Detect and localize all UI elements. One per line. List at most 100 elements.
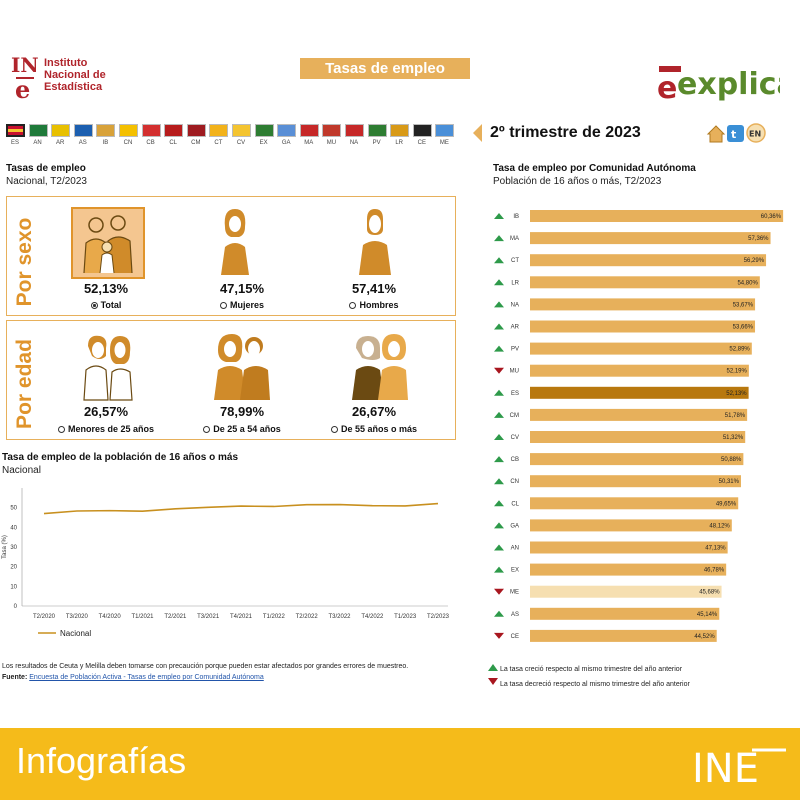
flag-na-icon[interactable] (345, 124, 364, 137)
bar-mu[interactable] (530, 364, 749, 377)
home-icon[interactable] (706, 125, 726, 143)
flag-as-icon[interactable] (73, 124, 93, 137)
twitter-icon[interactable]: t (727, 125, 744, 142)
bar-an[interactable] (530, 541, 728, 554)
flag-code-na[interactable]: NA (349, 140, 359, 146)
radio-women[interactable]: Mujeres (167, 300, 317, 310)
language-en-icon[interactable]: EN (746, 123, 766, 143)
flag-es-icon[interactable] (6, 124, 25, 137)
bar-me[interactable] (530, 585, 722, 598)
bar-cl[interactable] (530, 497, 739, 510)
flag-ga-icon[interactable] (277, 124, 297, 137)
flag-ma-icon[interactable] (299, 124, 319, 137)
flag-mu-icon[interactable] (322, 124, 342, 137)
bar-cv[interactable] (530, 431, 746, 443)
bar-lr[interactable] (530, 276, 760, 289)
bar-na[interactable] (530, 298, 756, 311)
flag-code-mu[interactable]: MU (326, 140, 337, 146)
bar-ce[interactable] (530, 629, 717, 642)
flag-code-an[interactable]: AN (33, 140, 42, 146)
young-people-icon[interactable] (78, 332, 138, 402)
flag-ce-icon[interactable] (412, 124, 432, 137)
flag-code-ma[interactable]: MA (304, 140, 314, 146)
radio-55plus[interactable]: De 55 años o más (299, 424, 449, 434)
flag-cl-icon[interactable] (164, 124, 184, 137)
bar-ma[interactable] (530, 232, 771, 245)
radio-men-dot[interactable] (349, 302, 357, 309)
flag-code-pv[interactable]: PV (372, 140, 381, 146)
flag-code-es[interactable]: ES (10, 140, 19, 146)
line-chart-title: Tasa de empleo de la población de 16 año… (2, 452, 239, 463)
period-arrow-icon[interactable] (473, 124, 482, 142)
ine-logo[interactable]: IN e Instituto Nacional de Estadística (10, 52, 130, 108)
radio-25to54[interactable]: De 25 a 54 años (167, 424, 317, 434)
seniors-icon[interactable] (350, 332, 410, 402)
man-icon[interactable] (355, 207, 395, 277)
source-link[interactable]: Encuesta de Población Activa - Tasas de … (29, 674, 264, 681)
flag-code-me[interactable]: ME (439, 140, 449, 146)
footer-ine-logo[interactable]: INE (692, 738, 790, 790)
flag-code-cv[interactable]: CV (236, 140, 246, 146)
radio-total[interactable]: Total (31, 300, 181, 310)
left-title: Tasas de empleo (6, 163, 86, 174)
flag-ex-icon[interactable] (254, 124, 274, 137)
flag-me-icon[interactable] (435, 124, 455, 137)
source-note: Fuente: Encuesta de Población Activa - T… (2, 674, 264, 681)
flag-code-cm[interactable]: CM (191, 140, 201, 146)
radio-men[interactable]: Hombres (299, 300, 449, 310)
flag-cb-icon[interactable] (141, 124, 161, 137)
adults-icon[interactable] (212, 332, 272, 402)
flag-ib-icon[interactable] (96, 124, 116, 137)
trend-up-icon (494, 434, 504, 440)
age-heading: Por edad (13, 339, 36, 429)
bar-as[interactable] (530, 607, 720, 620)
radio-under25[interactable]: Menores de 25 años (31, 424, 181, 434)
x-tick-label: T4/2020 (99, 614, 122, 620)
flag-code-cb[interactable]: CB (146, 140, 155, 146)
bar-ib[interactable] (530, 210, 784, 222)
flag-code-ga[interactable]: GA (281, 140, 291, 146)
flag-code-ex[interactable]: EX (259, 140, 268, 146)
flag-code-ar[interactable]: AR (56, 140, 65, 146)
flag-cn-icon[interactable] (119, 124, 138, 137)
bar-ex[interactable] (530, 563, 727, 576)
bar-ga[interactable] (530, 519, 732, 532)
flag-code-ib[interactable]: IB (102, 140, 109, 146)
radio-55plus-dot[interactable] (330, 426, 338, 433)
flag-cv-icon[interactable] (232, 124, 251, 137)
flag-ar-icon[interactable] (51, 124, 71, 137)
trend-up-icon (494, 610, 504, 617)
bar-cm[interactable] (530, 408, 748, 421)
woman-icon[interactable] (215, 207, 255, 277)
bar-value-label: 45,68% (699, 590, 720, 596)
flag-code-lr[interactable]: LR (395, 140, 404, 146)
explica-logo[interactable]: e explica (655, 62, 797, 106)
flag-pv-icon[interactable] (367, 124, 387, 137)
bar-es[interactable] (530, 386, 749, 399)
bar-cb[interactable] (530, 453, 744, 466)
flag-code-ct[interactable]: CT (214, 140, 223, 146)
age-panel (6, 320, 456, 440)
bar-pv[interactable] (530, 342, 752, 355)
radio-women-dot[interactable] (219, 302, 227, 309)
family-icon[interactable] (74, 209, 140, 275)
radio-under25-dot[interactable] (57, 426, 65, 433)
flag-cm-icon[interactable] (186, 124, 206, 137)
radio-total-dot[interactable] (90, 302, 98, 309)
flag-code-ce[interactable]: CE (417, 140, 426, 146)
x-tick-label: T3/2020 (66, 614, 89, 620)
bar-category-label: AS (511, 612, 519, 618)
header-icons: t EN (706, 122, 768, 144)
flag-code-as[interactable]: AS (78, 140, 87, 146)
flag-an-icon[interactable] (28, 124, 48, 137)
bar-value-label: 46,78% (704, 568, 725, 574)
bar-value-label: 47,13% (705, 546, 726, 552)
bar-ar[interactable] (530, 320, 756, 333)
flag-code-cl[interactable]: CL (169, 140, 178, 146)
flag-lr-icon[interactable] (390, 124, 410, 137)
flag-code-cn[interactable]: CN (123, 140, 133, 146)
flag-ct-icon[interactable] (209, 124, 229, 137)
bar-ct[interactable] (530, 254, 767, 267)
radio-25to54-dot[interactable] (203, 426, 211, 433)
bar-cn[interactable] (530, 475, 741, 488)
